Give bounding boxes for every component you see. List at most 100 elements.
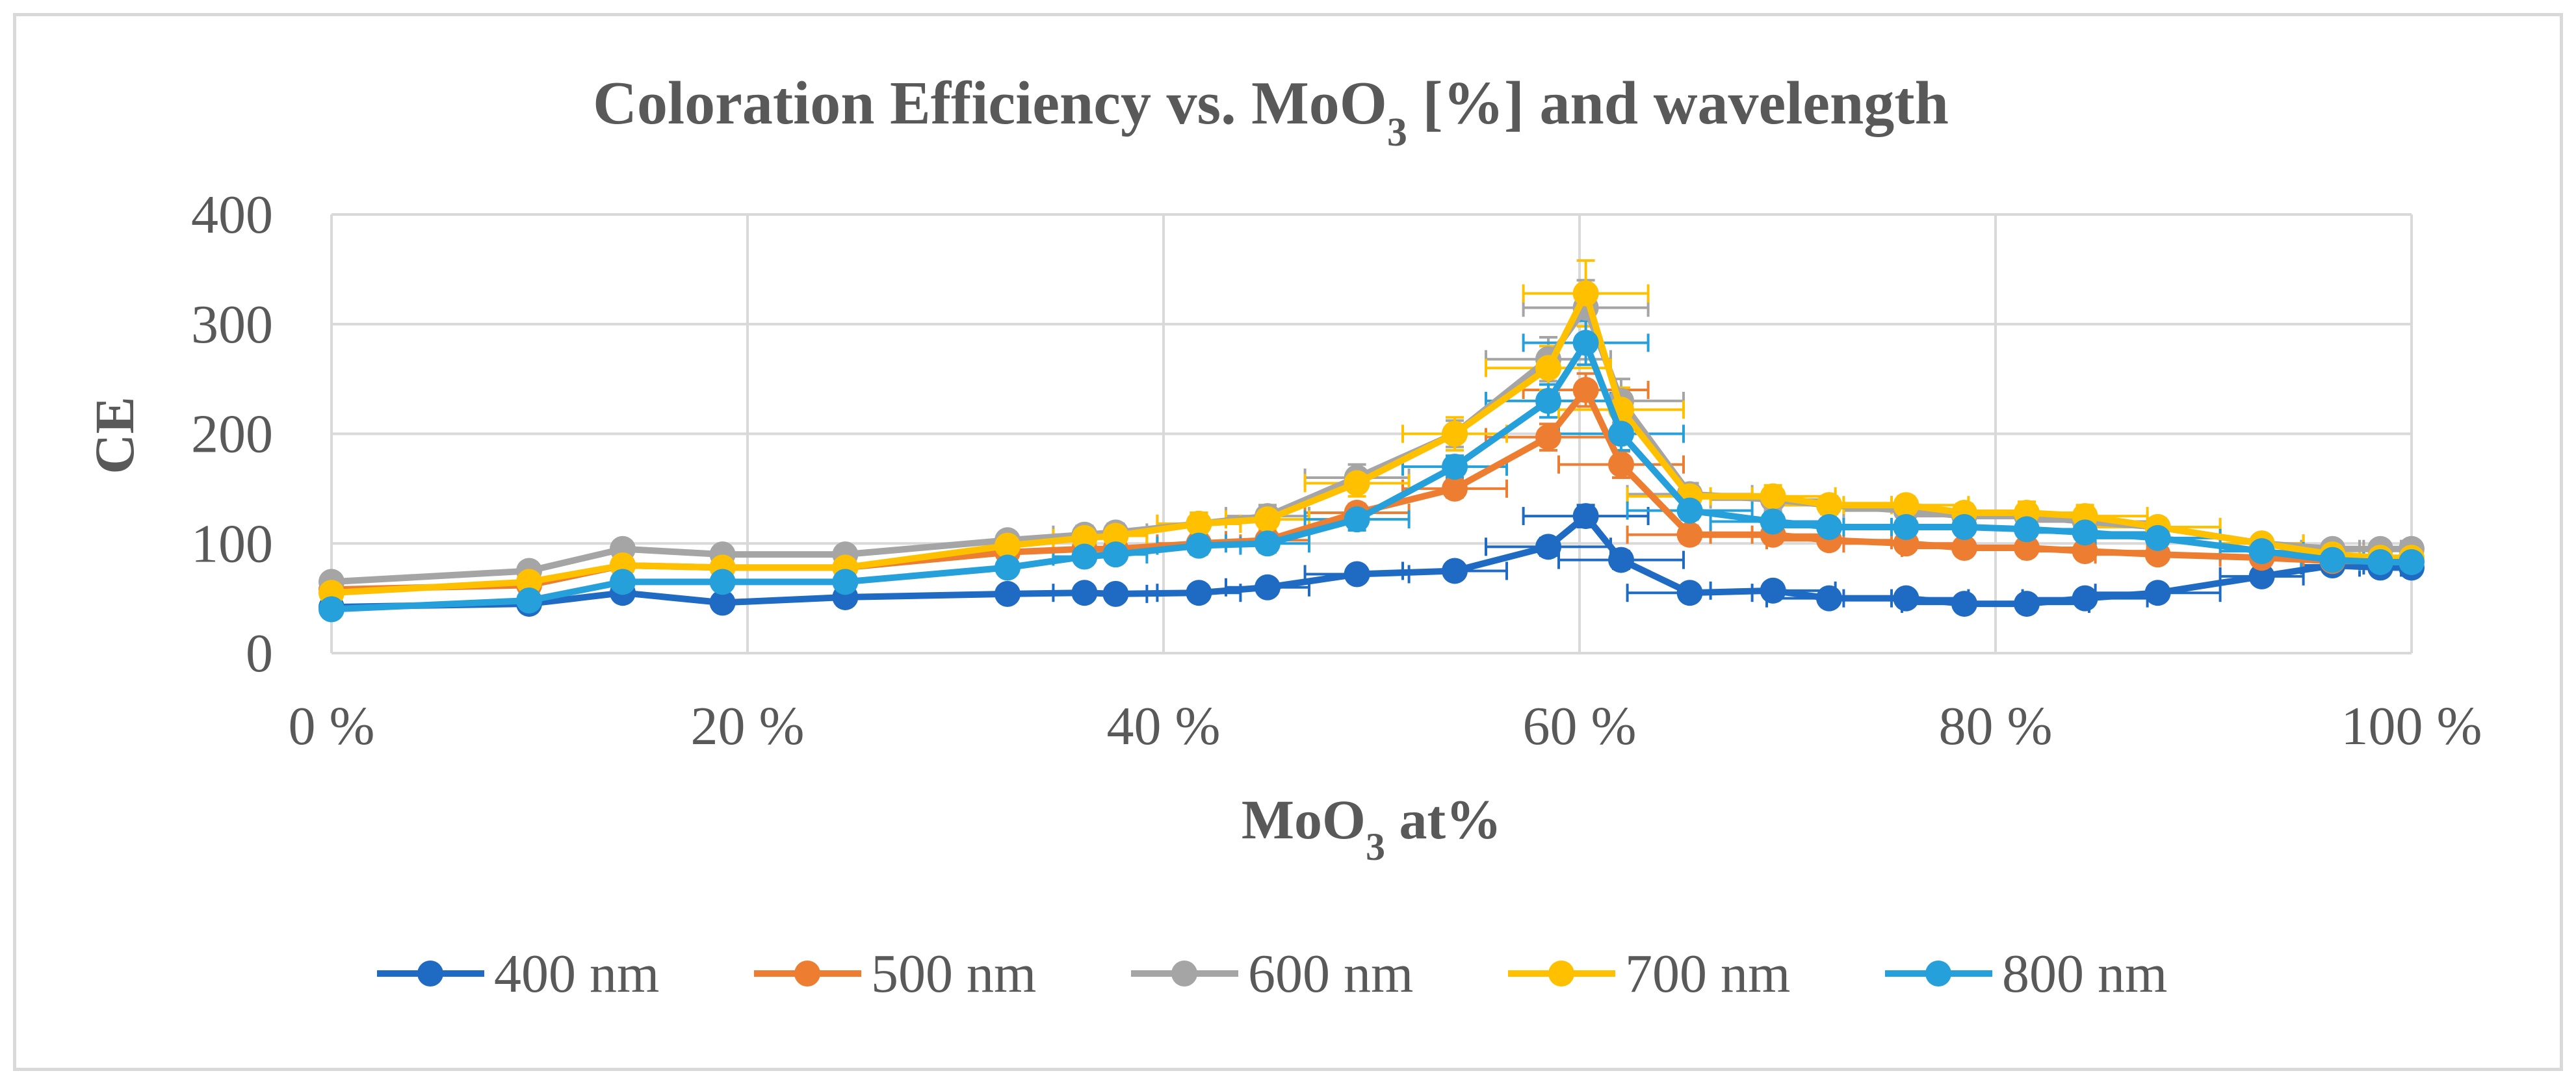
data-point-800-nm bbox=[2319, 547, 2346, 573]
y-tick-label: 100 bbox=[191, 513, 273, 574]
y-tick-label: 400 bbox=[191, 185, 273, 245]
data-point-800-nm bbox=[516, 587, 542, 613]
data-point-800-nm bbox=[2367, 548, 2393, 575]
data-point-400-nm bbox=[995, 580, 1021, 607]
legend-label: 800 nm bbox=[2002, 944, 2167, 1004]
x-tick-label: 40 % bbox=[1107, 696, 1221, 756]
data-point-800-nm bbox=[1951, 513, 1977, 540]
data-point-700-nm bbox=[1893, 492, 1919, 519]
data-point-500-nm bbox=[2014, 535, 2040, 561]
data-point-800-nm bbox=[2144, 524, 2171, 551]
data-point-700-nm bbox=[1071, 524, 1098, 551]
data-point-700-nm bbox=[1760, 483, 1786, 510]
data-point-400-nm bbox=[1535, 534, 1561, 560]
data-point-400-nm bbox=[2072, 585, 2098, 612]
series-line-600-nm bbox=[331, 304, 2412, 586]
legend-item-800-nm: 800 nm bbox=[1885, 944, 2167, 1004]
data-point-800-nm bbox=[319, 596, 345, 623]
y-axis-ticks: 0 100 200 300 400 bbox=[191, 185, 273, 684]
y-tick-label: 0 bbox=[246, 623, 273, 684]
data-point-800-nm bbox=[1760, 508, 1786, 535]
data-point-700-nm bbox=[1186, 510, 1212, 537]
data-point-800-nm bbox=[2399, 548, 2425, 575]
legend-marker bbox=[1925, 961, 1951, 987]
x-tick-label: 100 % bbox=[2341, 696, 2482, 756]
data-point-800-nm bbox=[1102, 541, 1129, 568]
data-point-400-nm bbox=[1071, 580, 1098, 606]
legend-label: 500 nm bbox=[871, 944, 1036, 1004]
legend-item-400-nm: 400 nm bbox=[377, 944, 659, 1004]
legend-item-700-nm: 700 nm bbox=[1508, 944, 1790, 1004]
data-point-800-nm bbox=[1535, 387, 1561, 414]
data-point-700-nm bbox=[1344, 470, 1370, 497]
data-point-800-nm bbox=[1442, 454, 1468, 480]
data-point-400-nm bbox=[2248, 563, 2275, 589]
chart-frame bbox=[13, 13, 2563, 1071]
data-point-700-nm bbox=[1442, 420, 1468, 447]
data-point-800-nm bbox=[1572, 329, 1599, 356]
data-point-500-nm bbox=[1442, 475, 1468, 502]
data-point-400-nm bbox=[1442, 558, 1468, 584]
data-point-400-nm bbox=[1572, 503, 1599, 530]
gridlines bbox=[330, 213, 2413, 654]
series-800-nm bbox=[319, 329, 2425, 623]
data-point-800-nm bbox=[832, 569, 859, 595]
legend-label: 600 nm bbox=[1248, 944, 1413, 1004]
data-point-400-nm bbox=[709, 589, 736, 616]
series-400-nm bbox=[319, 503, 2425, 621]
legend-marker bbox=[794, 961, 820, 987]
x-tick-label: 80 % bbox=[1939, 696, 2053, 756]
data-point-400-nm bbox=[1608, 547, 1634, 573]
data-point-800-nm bbox=[995, 554, 1021, 581]
data-point-800-nm bbox=[1186, 532, 1212, 559]
data-point-500-nm bbox=[1608, 451, 1634, 478]
data-point-500-nm bbox=[1951, 535, 1977, 561]
data-point-800-nm bbox=[2014, 516, 2040, 543]
data-point-700-nm bbox=[1535, 355, 1561, 381]
legend-label: 400 nm bbox=[494, 944, 659, 1004]
data-point-500-nm bbox=[1572, 377, 1599, 403]
y-axis-title: CE bbox=[83, 396, 146, 474]
legend-item-600-nm: 600 nm bbox=[1131, 944, 1413, 1004]
legend-label: 700 nm bbox=[1625, 944, 1790, 1004]
y-tick-label: 300 bbox=[191, 294, 273, 355]
x-axis-ticks: 0 % 20 % 40 % 60 % 80 % 100 % bbox=[289, 696, 2482, 756]
data-point-400-nm bbox=[1676, 580, 1703, 606]
data-point-400-nm bbox=[1186, 580, 1212, 606]
legend: 400 nm 500 nm 600 nm 700 nm 800 nm bbox=[377, 944, 2167, 1004]
data-point-700-nm bbox=[1572, 280, 1599, 307]
legend-marker bbox=[1548, 961, 1574, 987]
data-point-500-nm bbox=[1676, 521, 1703, 548]
data-point-800-nm bbox=[1893, 513, 1919, 540]
data-point-800-nm bbox=[1071, 543, 1098, 570]
data-point-400-nm bbox=[1102, 580, 1129, 607]
data-point-700-nm bbox=[995, 532, 1021, 559]
data-point-400-nm bbox=[1255, 574, 1281, 600]
data-point-800-nm bbox=[2072, 519, 2098, 546]
data-point-800-nm bbox=[2248, 538, 2275, 565]
data-point-800-nm bbox=[1676, 497, 1703, 524]
data-point-800-nm bbox=[1608, 420, 1634, 447]
data-point-700-nm bbox=[1102, 523, 1129, 549]
data-series bbox=[319, 280, 2425, 623]
y-tick-label: 200 bbox=[191, 404, 273, 465]
data-point-400-nm bbox=[1816, 585, 1842, 612]
data-point-500-nm bbox=[2072, 538, 2098, 565]
data-point-700-nm bbox=[1255, 506, 1281, 533]
error-bars bbox=[1052, 259, 2421, 613]
data-point-800-nm bbox=[709, 569, 736, 595]
legend-marker bbox=[417, 961, 443, 987]
data-point-800-nm bbox=[1816, 513, 1842, 540]
x-tick-label: 60 % bbox=[1523, 696, 1637, 756]
data-point-400-nm bbox=[1951, 591, 1977, 617]
data-point-400-nm bbox=[1893, 585, 1919, 612]
legend-marker bbox=[1171, 961, 1197, 987]
x-tick-label: 20 % bbox=[691, 696, 805, 756]
x-tick-label: 0 % bbox=[289, 696, 375, 756]
data-point-700-nm bbox=[1816, 492, 1842, 519]
data-point-800-nm bbox=[1344, 506, 1370, 533]
data-point-700-nm bbox=[516, 569, 542, 595]
data-point-400-nm bbox=[2144, 580, 2171, 606]
data-point-800-nm bbox=[1255, 530, 1281, 557]
